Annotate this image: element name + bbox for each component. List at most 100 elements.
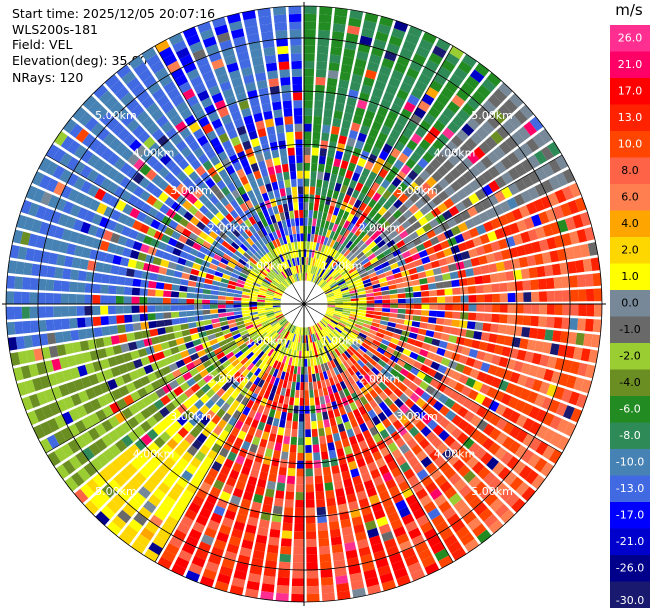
ray-gate [335,150,344,160]
ray-gate [163,81,177,94]
ray-gate [70,329,80,341]
ray-gate [320,403,327,413]
ray-gate [327,297,335,301]
ray-gate [276,264,283,273]
ray-gate [403,362,413,372]
ray-gate [433,412,445,424]
ray-gate [202,304,210,310]
ray-gate [157,556,173,570]
ray-gate [412,507,426,520]
ray-gate [133,158,146,171]
ray-gate [434,324,444,332]
ray-gate [376,516,389,528]
ray-gate [327,323,335,330]
ray-gate [355,208,363,218]
range-ring-label: 2.00km [359,372,401,385]
ray-gate [276,585,290,594]
ray-gate [436,289,445,296]
ray-gate [347,222,355,232]
ray-gate [273,297,281,301]
ray-gate [74,192,87,206]
ray-gate [227,340,237,348]
ray-gate [193,147,205,159]
ray-gate [126,77,141,91]
ray-gate [135,339,145,349]
ray-gate [364,392,374,402]
ray-gate [260,414,268,424]
ray-gate [440,265,450,274]
ray-gate [170,311,180,318]
ray-gate [231,358,240,367]
ray-gate [242,266,252,273]
ray-gate [217,378,227,388]
ray-gate [535,226,546,239]
ray-gate [404,409,415,420]
ray-gate [186,34,201,47]
ray-gate [334,440,343,450]
ray-gate [373,202,382,212]
ray-gate [218,312,227,318]
ray-gate [128,477,142,491]
ray-gate [318,260,323,268]
ray-gate [150,336,161,345]
ray-gate [574,197,587,212]
ray-gate [411,534,425,547]
ray-gate [502,120,516,135]
colorbar-tick-label: 4.0 [621,217,639,230]
ray-gate [406,337,416,346]
ray-gate [160,234,171,244]
ray-gate [136,452,149,465]
ray-gate [235,317,244,323]
ray-gate [478,255,488,265]
ray-gate [323,286,331,292]
ray-gate [256,194,264,204]
ray-gate [202,500,215,512]
ray-gate [298,335,301,343]
ray-gate [444,288,453,296]
ray-gate [521,327,531,338]
ray-gate [234,265,243,272]
ray-gate [483,221,494,232]
ray-gate [139,313,148,322]
ray-gate [97,395,109,408]
ray-gate [178,311,187,318]
ray-gate [318,269,324,277]
ray-gate [211,318,220,324]
ray-gate [437,113,451,126]
ray-gate [204,210,215,220]
ray-gate [282,363,288,373]
ray-gate [210,295,219,300]
ray-gate [81,133,96,148]
ray-gate [448,492,462,506]
ray-gate [246,351,255,360]
ray-gate [416,514,430,527]
ray-gate [413,309,422,316]
ray-gate [125,268,135,277]
ray-gate [326,434,334,444]
ray-gate [40,421,53,436]
ray-gate [130,457,144,471]
ray-gate [304,53,315,62]
ray-gate [162,475,175,488]
ray-gate [356,348,365,356]
ray-gate [304,327,306,336]
ray-gate [505,270,515,281]
ray-gate [391,492,404,504]
ray-gate [329,54,341,64]
ray-gate [264,560,277,570]
range-ring-label: 3.00km [396,410,438,423]
ray-gate [504,211,516,224]
ray-gate [363,479,375,490]
ray-gate [312,373,317,382]
ray-gate [77,390,90,403]
colorbar: 26.021.017.013.010.08.06.04.02.01.00.0-1… [610,25,650,608]
ray-gate [389,165,400,177]
ray-gate [336,495,347,506]
ray-gate [269,318,277,324]
ray-gate [213,253,223,262]
ray-gate [368,379,378,389]
ray-gate [188,563,203,575]
ray-gate [172,213,183,223]
ray-gate [443,534,458,548]
ray-gate [117,128,131,142]
